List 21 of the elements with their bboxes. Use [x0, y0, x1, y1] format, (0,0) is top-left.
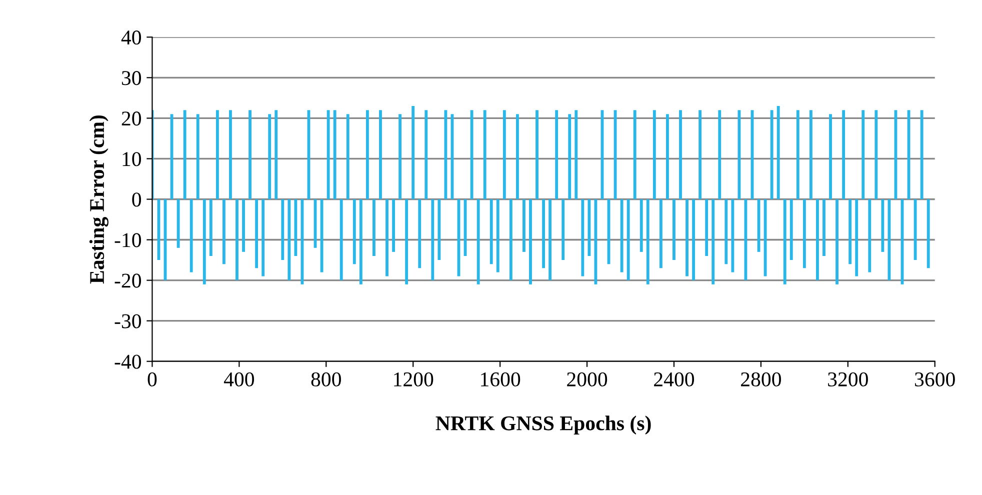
x-tick-label: 400: [224, 372, 254, 386]
x-tick-label: 2800: [741, 372, 781, 386]
x-tick-label: 3600: [915, 372, 955, 386]
y-tick-label: -10: [114, 233, 141, 248]
x-tick-label: 2000: [567, 372, 608, 386]
x-tick-label: 3200: [828, 372, 868, 386]
y-tick-label: 0: [132, 192, 141, 207]
y-axis-title: Easting Error (cm): [89, 115, 108, 284]
x-tick-label: 2400: [654, 372, 694, 386]
y-tick-label: -40: [114, 354, 141, 369]
x-tick-label: 1600: [481, 372, 520, 386]
y-tick-label: 20: [122, 112, 141, 126]
x-tick-label: 800: [311, 372, 341, 386]
x-axis-title: NRTK GNSS Epochs (s): [436, 416, 651, 435]
x-tick-label: 1200: [394, 372, 434, 386]
y-tick-label: 40: [121, 30, 141, 45]
y-tick-label: -30: [114, 314, 141, 328]
y-tick-label: 30: [122, 71, 141, 86]
y-tick-label: -20: [114, 274, 141, 288]
x-tick-label: 0: [148, 372, 157, 386]
y-tick-label: 10: [122, 152, 141, 166]
